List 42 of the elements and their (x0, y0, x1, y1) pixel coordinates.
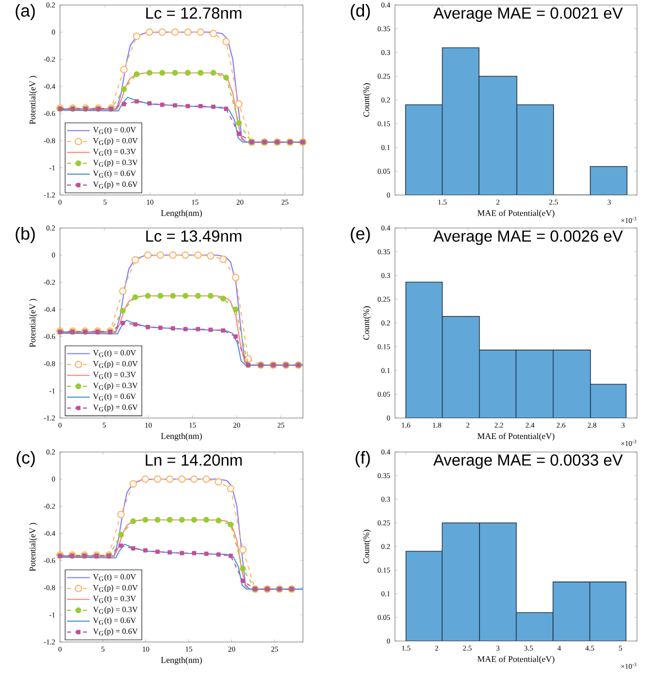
text: (e) (350, 227, 370, 244)
legend-label: V$_{G}$(t) = 0.6V (93, 617, 136, 625)
x-axis-title: MAE of Potential(eV) (478, 432, 554, 441)
legend-label: V$_{G}$(t) = 0.3V (93, 596, 136, 603)
y-axis-title: Count(%) (363, 530, 371, 564)
chart-title: Lc = 13.49nm (146, 230, 242, 242)
text: (a) (16, 4, 35, 20)
legend-label: V$_{G}$(p) = 0.6V (93, 628, 138, 636)
legend-label: V$_{G}$(t) = 0.0V (93, 574, 136, 582)
legend-label: V$_{G}$(t) = 0.6V (93, 170, 136, 178)
legend-label: V$_{G}$(p) = 0.3V (93, 160, 138, 167)
y-axis-title: Count(%) (363, 83, 371, 117)
y-axis-title: Potential(eV ) (29, 522, 38, 572)
legend-label: V$_{G}$(t) = 0.3V (93, 372, 136, 379)
legend-label: V$_{G}$(p) = 0.6V (93, 404, 138, 412)
chart-title: Average MAE = 0.0021 eV (433, 7, 623, 22)
x-axis-title: Length(nm) (161, 210, 202, 218)
legend-label: V$_{G}$(p) = 0.6V (93, 181, 138, 189)
legend-label: V$_{G}$(t) = 0.0V (93, 350, 136, 358)
legend-label: V$_{G}$(t) = 0.3V (93, 148, 136, 156)
x-axis-title: Length(nm) (161, 656, 202, 665)
x-axis-title: MAE of Potential(eV) (478, 210, 554, 218)
text: (f) (356, 451, 370, 468)
chart-title: Average MAE = 0.0033 eV (433, 454, 623, 469)
chart-title: Ln = 14.20nm (146, 454, 242, 466)
legend-label: V$_{G}$(p) = 0.0V (93, 360, 138, 368)
legend-label: V$_{G}$(p) = 0.3V (93, 382, 138, 390)
y-axis-title: Count(%) (363, 306, 371, 340)
legend-label: V$_{G}$(t) = 0.0V (93, 126, 136, 134)
x-axis-title: Length(nm) (161, 432, 202, 441)
legend-label: V$_{G}$(p) = 0.0V (93, 584, 138, 592)
legend-label: V$_{G}$(p) = 0.3V (93, 606, 138, 614)
y-axis-title: Potential(eV ) (29, 298, 38, 348)
text: (c) (16, 451, 35, 468)
chart-title: Average MAE = 0.0026 eV (433, 230, 623, 245)
x-axis-title: MAE of Potential(eV) (478, 656, 554, 664)
legend-label: V$_{G}$(t) = 0.6V (93, 393, 136, 401)
legend-label: V$_{G}$(p) = 0.0V (93, 138, 138, 146)
text: (b) (16, 227, 35, 244)
y-axis-title: Potential(eV ) (29, 76, 38, 124)
chart-title: Lc = 12.78nm (146, 7, 242, 19)
text: (d) (350, 4, 370, 20)
